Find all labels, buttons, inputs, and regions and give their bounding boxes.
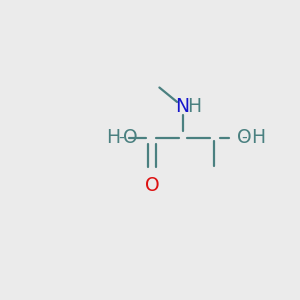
- Text: N: N: [175, 97, 189, 116]
- Text: O: O: [237, 128, 251, 147]
- Text: H: H: [251, 128, 265, 147]
- Text: H: H: [187, 97, 201, 116]
- Text: H: H: [106, 128, 120, 147]
- Text: -: -: [241, 129, 247, 144]
- Text: -: -: [118, 129, 124, 144]
- Text: O: O: [145, 176, 160, 195]
- Text: O: O: [123, 128, 138, 147]
